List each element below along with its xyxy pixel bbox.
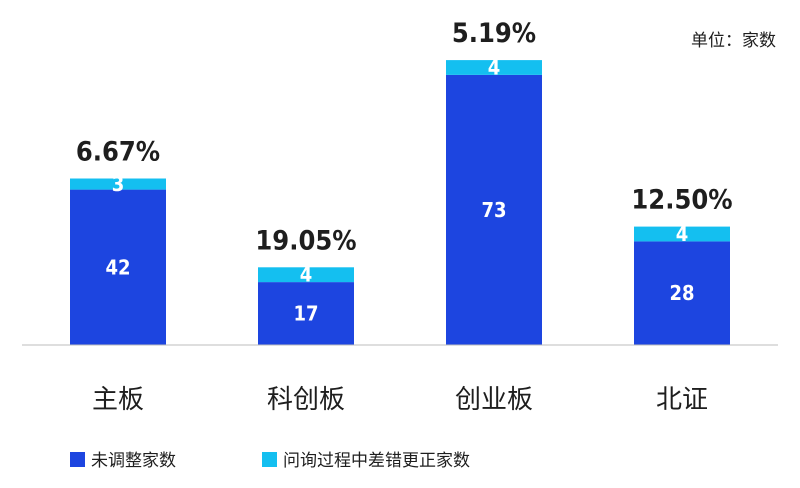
bars-group: 42 3 6.67% 17 4 19.05% 73 4 5.19% 28 4 12.50% xyxy=(70,18,733,346)
data-label-corrected-1: 3 xyxy=(112,172,125,196)
bar-segment-unadjusted-3 xyxy=(446,74,542,346)
percentage-annotation-1: 6.67% xyxy=(76,137,160,168)
data-label-corrected-2: 4 xyxy=(300,263,313,287)
bar-segment-corrected-3 xyxy=(446,60,542,75)
bar-segment-corrected-1 xyxy=(70,178,166,190)
percentage-annotation-2: 19.05% xyxy=(255,225,356,256)
data-label-unadjusted-4: 28 xyxy=(669,281,694,305)
bar-segment-corrected-4 xyxy=(634,226,730,242)
legend-label-1: 未调整家数 xyxy=(91,451,176,471)
x-tick-labels: 主板 科创板 创业板 北证 xyxy=(92,385,708,415)
bar-segment-corrected-2 xyxy=(258,267,354,283)
data-label-corrected-3: 4 xyxy=(488,56,501,80)
data-label-unadjusted-1: 42 xyxy=(105,255,130,279)
bar-segment-unadjusted-4 xyxy=(634,241,730,345)
bar-segment-unadjusted-1 xyxy=(70,189,166,345)
x-tick-label-4: 北证 xyxy=(656,385,708,415)
percentage-annotation-4: 12.50% xyxy=(631,185,732,216)
data-label-corrected-4: 4 xyxy=(676,222,689,246)
legend-swatch-2 xyxy=(262,452,277,467)
x-tick-label-1: 主板 xyxy=(92,385,144,415)
bar-segment-unadjusted-2 xyxy=(258,282,354,345)
legend: 未调整家数 问询过程中差错更正家数 xyxy=(70,451,470,471)
x-tick-label-2: 科创板 xyxy=(267,385,345,415)
percentage-annotation-3: 5.19% xyxy=(452,18,536,49)
unit-label: 单位：家数 xyxy=(691,31,776,51)
data-label-unadjusted-3: 73 xyxy=(481,198,506,222)
x-tick-label-3: 创业板 xyxy=(455,385,533,415)
legend-swatch-1 xyxy=(70,452,85,467)
legend-label-2: 问询过程中差错更正家数 xyxy=(283,451,470,471)
data-label-unadjusted-2: 17 xyxy=(293,302,318,326)
